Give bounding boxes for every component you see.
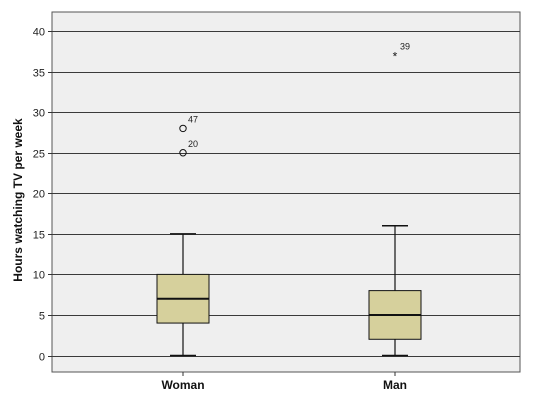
outlier-star-39: * — [393, 49, 398, 63]
y-axis-title: Hours watching TV per week — [11, 118, 25, 282]
box-group-woman: 47 20 — [156, 114, 210, 357]
y-tick-label-15: 15 — [33, 230, 45, 242]
x-tick-label-man: Man — [383, 378, 407, 392]
y-tick-label-30: 30 — [33, 108, 45, 120]
outlier-label-39: 39 — [400, 41, 410, 51]
y-tick-label-25: 25 — [33, 149, 45, 161]
outlier-label-47: 47 — [188, 114, 198, 124]
plot-background — [51, 11, 521, 373]
y-tick-label-20: 20 — [33, 189, 45, 201]
y-tick-label-35: 35 — [33, 68, 45, 80]
y-tick-label-40: 40 — [33, 27, 45, 39]
box-group-man: *39 — [368, 41, 422, 357]
y-tick-label-10: 10 — [33, 270, 45, 282]
outlier-circle-47 — [179, 124, 187, 133]
category-axis: Woman Man — [161, 372, 407, 392]
y-axis: 0 5 10 15 20 25 30 35 40 — [33, 27, 52, 364]
x-tick-label-woman: Woman — [161, 378, 204, 392]
outlier-circle-20 — [179, 149, 187, 157]
y-tick-label-5: 5 — [39, 311, 45, 323]
gridlines — [52, 31, 520, 357]
y-tick-label-0: 0 — [39, 352, 45, 364]
box-series: 47 20 *39 — [156, 41, 422, 357]
outlier-label-20: 20 — [188, 139, 198, 149]
